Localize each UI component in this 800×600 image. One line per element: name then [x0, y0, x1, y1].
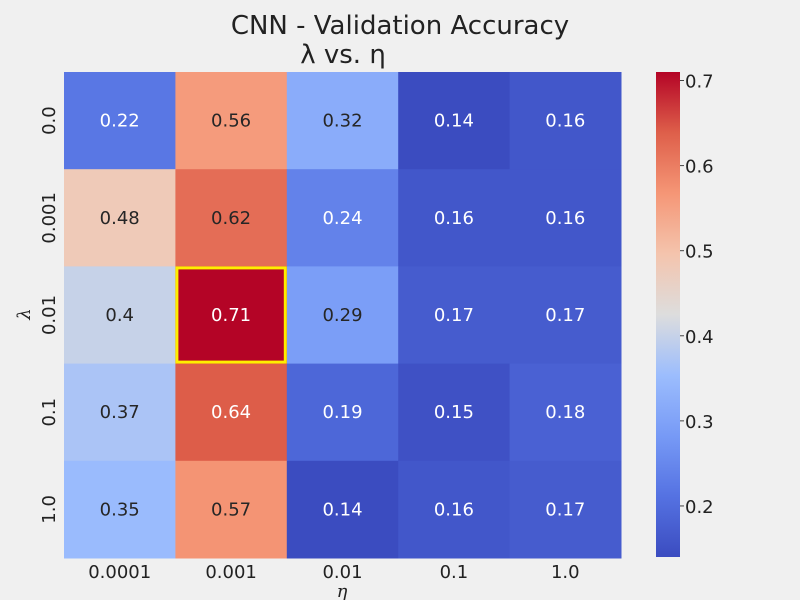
y-tick-label: 0.1 — [39, 398, 60, 427]
heatmap-cell — [286, 266, 399, 365]
heatmap-cell — [509, 363, 622, 462]
x-tick-label: 0.0001 — [88, 562, 151, 583]
y-axis-label: λ — [14, 308, 35, 320]
colorbar — [656, 72, 680, 557]
cell-value-label: 0.64 — [211, 402, 251, 423]
heatmap-cell — [64, 169, 176, 267]
cell-value-label: 0.15 — [434, 402, 474, 423]
cell-value-label: 0.19 — [322, 402, 362, 423]
cell-value-label: 0.16 — [434, 499, 474, 520]
x-tick-label: 1.0 — [551, 562, 580, 583]
heatmap-cell — [398, 72, 511, 170]
heatmap-cell — [64, 266, 176, 365]
heatmap-cell — [286, 460, 399, 559]
x-tick-labels: 0.0001 0.001 0.01 0.1 1.0 — [88, 562, 579, 583]
cell-value-label: 0.14 — [322, 499, 362, 520]
heatmap-cell — [64, 363, 176, 462]
x-tick-label: 0.001 — [205, 562, 257, 583]
cell-value-label: 0.4 — [105, 305, 134, 326]
cell-value-label: 0.57 — [211, 499, 251, 520]
heatmap-cell — [175, 363, 288, 462]
cell-value-label: 0.18 — [545, 402, 585, 423]
cell-value-label: 0.16 — [545, 111, 585, 132]
chart-title-line1: CNN - Validation Accuracy — [231, 11, 569, 41]
colorbar-tick-label: 0.7 — [685, 72, 714, 93]
cell-value-label: 0.29 — [322, 305, 362, 326]
heatmap-cells — [64, 72, 622, 559]
heatmap-cell — [286, 169, 399, 267]
colorbar-tick-label: 0.5 — [685, 242, 714, 263]
colorbar-tick-label: 0.3 — [685, 412, 714, 433]
cell-value-label: 0.37 — [100, 402, 140, 423]
heatmap-cell — [175, 266, 288, 365]
y-tick-label: 1.0 — [39, 495, 60, 524]
heatmap-cell — [398, 266, 511, 365]
cell-value-label: 0.14 — [434, 111, 474, 132]
colorbar-ticks: 0.2 0.3 0.4 0.5 0.6 0.7 — [680, 72, 714, 518]
heatmap-cell-labels: 0.22 0.56 0.32 0.14 0.16 0.48 0.62 0.24 0.16 0.16… — [100, 111, 586, 521]
heatmap-cell — [398, 460, 511, 559]
y-tick-labels: 0.0 0.001 0.01 0.1 1.0 — [39, 106, 60, 523]
chart-title-line2: λ vs. η — [300, 40, 386, 70]
heatmap-cell — [175, 460, 288, 559]
cell-value-label: 0.22 — [100, 111, 140, 132]
colorbar-tick-label: 0.4 — [685, 327, 714, 348]
cell-value-label: 0.48 — [100, 208, 140, 229]
colorbar-tick-label: 0.6 — [685, 157, 714, 178]
cell-value-label: 0.24 — [322, 208, 362, 229]
x-axis-label: η — [337, 581, 348, 600]
heatmap-cell — [286, 363, 399, 462]
heatmap-cell — [175, 169, 288, 267]
heatmap-cell — [398, 169, 511, 267]
x-tick-label: 0.01 — [322, 562, 362, 583]
cell-value-label: 0.35 — [100, 499, 140, 520]
cell-value-label: 0.56 — [211, 111, 251, 132]
heatmap-cell — [64, 460, 176, 559]
heatmap-cell — [286, 72, 399, 170]
x-tick-label: 0.1 — [440, 562, 469, 583]
cell-value-label: 0.71 — [211, 305, 251, 326]
y-tick-label: 0.0 — [39, 106, 60, 135]
best-cell-highlight — [175, 266, 287, 364]
cell-value-label: 0.62 — [211, 208, 251, 229]
heatmap-cell — [509, 266, 622, 365]
colorbar-tick-label: 0.2 — [685, 497, 714, 518]
heatmap-cell — [509, 72, 622, 170]
y-tick-label: 0.001 — [39, 192, 60, 244]
y-tick-label: 0.01 — [39, 295, 60, 335]
heatmap-cell — [509, 169, 622, 267]
cell-value-label: 0.17 — [545, 305, 585, 326]
heatmap-cell — [509, 460, 622, 559]
cell-value-label: 0.17 — [545, 499, 585, 520]
cell-value-label: 0.16 — [545, 208, 585, 229]
cell-value-label: 0.16 — [434, 208, 474, 229]
heatmap-cell — [64, 72, 176, 170]
heatmap-cell — [398, 363, 511, 462]
heatmap-cell — [175, 72, 288, 170]
cell-value-label: 0.32 — [322, 111, 362, 132]
cell-value-label: 0.17 — [434, 305, 474, 326]
